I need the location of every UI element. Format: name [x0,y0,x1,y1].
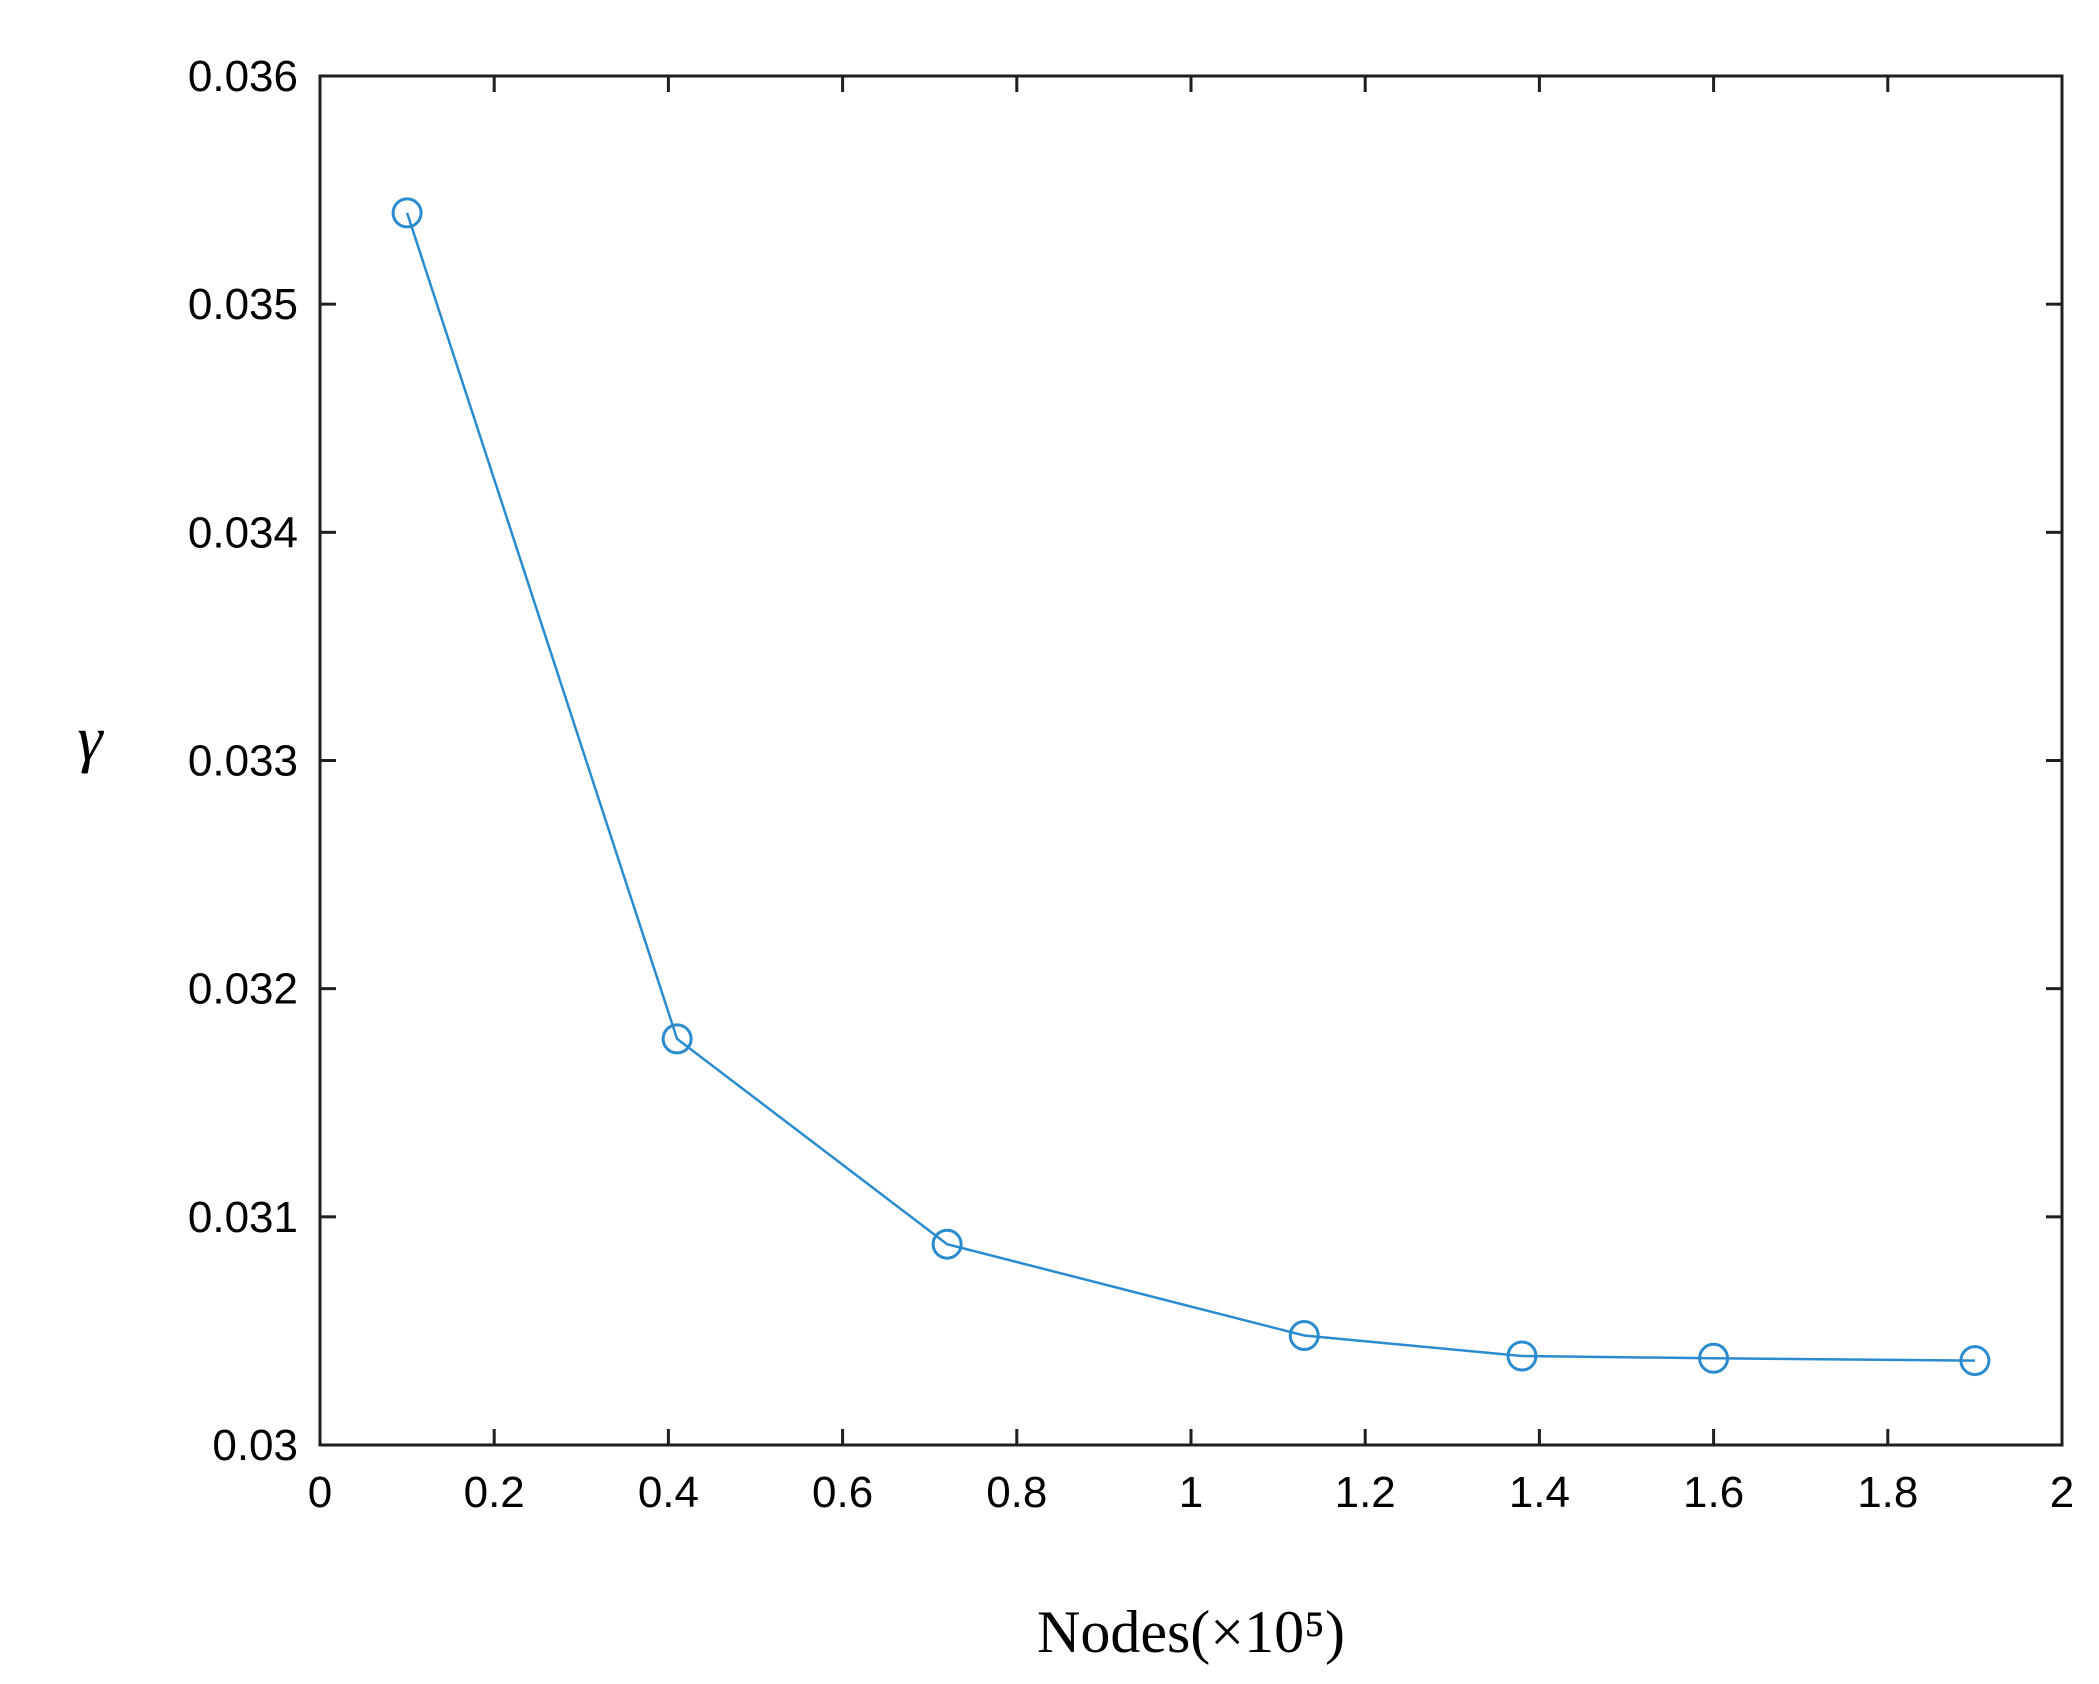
y-tick-label: 0.034 [188,508,298,557]
data-point [931,1228,963,1260]
data-point [1959,1345,1991,1377]
series-line [405,212,1975,1362]
x-tick-labels: 0 0.2 0.4 0.6 0.8 1 1.2 1.4 1.6 1.8 2 [308,1468,2074,1517]
data-point [391,197,423,229]
data-point [1288,1319,1320,1351]
y-axis-label: γ [77,703,104,774]
series-group [391,197,1991,1377]
x-tick-label: 1 [1179,1468,1203,1517]
y-tick-label: 0.03 [212,1421,298,1470]
x-tick-label: 1.8 [1857,1468,1918,1517]
y-tick-label: 0.031 [188,1193,298,1242]
data-point [1506,1340,1538,1372]
x-tick-label: 1.2 [1335,1468,1396,1517]
x-tick-label: 0.6 [812,1468,873,1517]
y-tick-labels: 0.03 0.031 0.032 0.033 0.034 0.035 0.036 [188,52,298,1470]
x-tick-label: 0.4 [638,1468,699,1517]
plot-area [318,74,2064,1447]
x-tick-label: 0 [308,1468,332,1517]
data-point [661,1023,693,1055]
axis-ticks [318,74,2064,1447]
y-tick-label: 0.032 [188,965,298,1014]
x-axis-label: Nodes(×10⁵) [1037,1599,1345,1665]
x-tick-label: 1.4 [1509,1468,1570,1517]
y-tick-label: 0.035 [188,280,298,329]
y-tick-label: 0.033 [188,737,298,786]
x-tick-label: 1.6 [1683,1468,1744,1517]
x-tick-label: 2 [2050,1468,2074,1517]
y-tick-label: 0.036 [188,52,298,101]
x-tick-label: 0.8 [986,1468,1047,1517]
data-point [1698,1342,1730,1374]
x-tick-label: 0.2 [464,1468,525,1517]
